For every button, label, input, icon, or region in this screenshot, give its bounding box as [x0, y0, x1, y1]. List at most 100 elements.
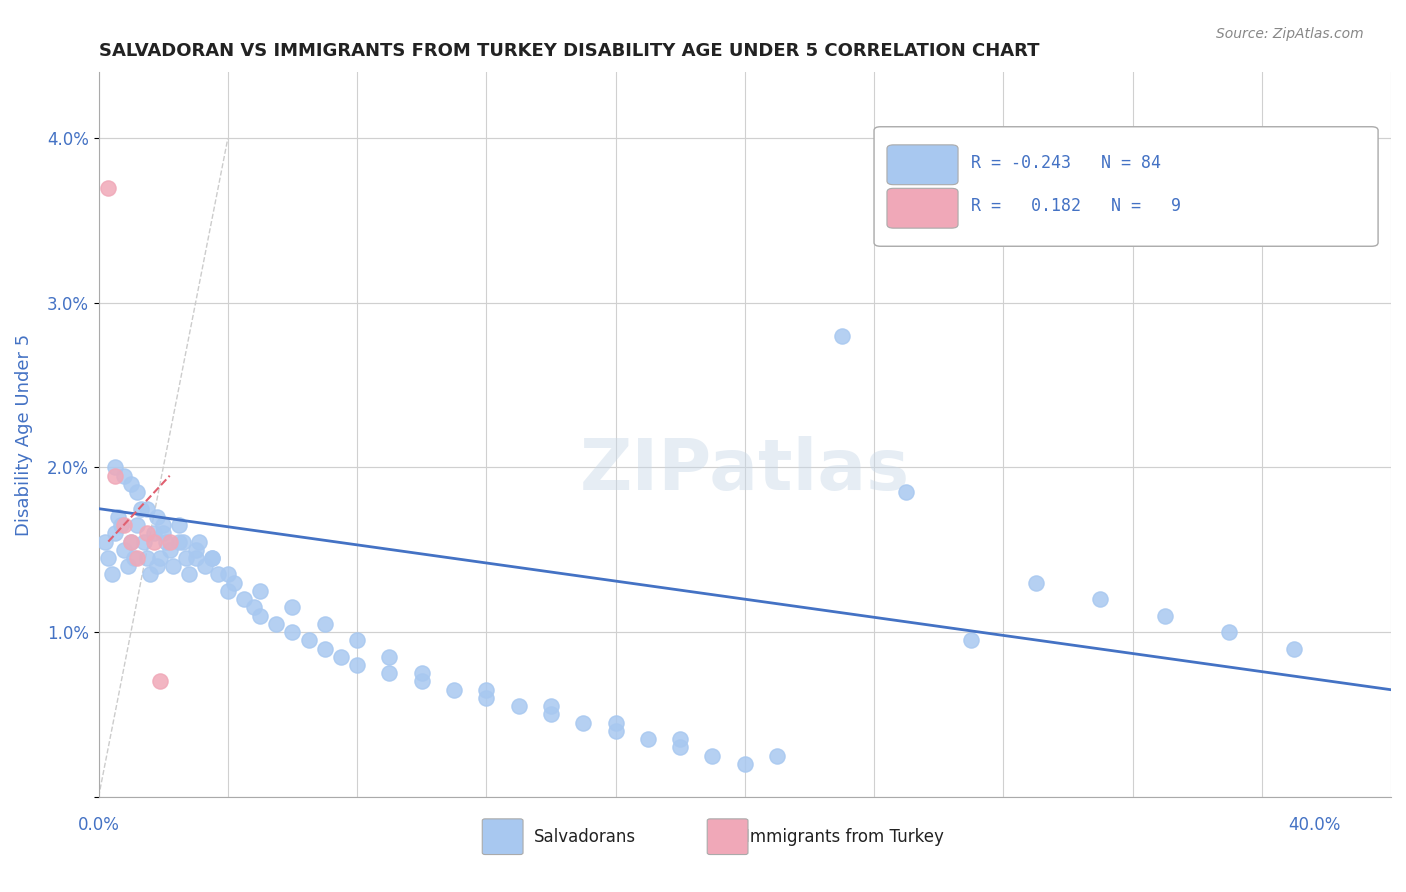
Point — [207, 567, 229, 582]
Point — [136, 551, 159, 566]
Point — [217, 567, 239, 582]
Point — [94, 534, 117, 549]
Point — [201, 551, 224, 566]
Point — [314, 616, 336, 631]
Point — [139, 567, 162, 582]
Point — [242, 600, 264, 615]
Point — [329, 649, 352, 664]
Point — [127, 518, 149, 533]
Point — [540, 707, 562, 722]
Text: Immigrants from Turkey: Immigrants from Turkey — [745, 828, 943, 846]
Point — [266, 616, 288, 631]
Point — [127, 485, 149, 500]
Point — [104, 526, 127, 541]
Point — [114, 518, 136, 533]
Text: SALVADORAN VS IMMIGRANTS FROM TURKEY DISABILITY AGE UNDER 5 CORRELATION CHART: SALVADORAN VS IMMIGRANTS FROM TURKEY DIS… — [98, 42, 1039, 60]
Point — [605, 715, 627, 730]
Point — [129, 501, 152, 516]
Point — [233, 592, 256, 607]
Point — [132, 534, 155, 549]
Point — [169, 518, 191, 533]
Point — [734, 756, 756, 771]
Point — [110, 518, 132, 533]
Point — [572, 715, 595, 730]
Point — [159, 534, 181, 549]
Point — [114, 542, 136, 557]
Point — [97, 551, 120, 566]
Point — [314, 641, 336, 656]
FancyBboxPatch shape — [887, 188, 957, 228]
FancyBboxPatch shape — [887, 145, 957, 185]
Point — [100, 567, 122, 582]
Point — [201, 551, 224, 566]
Text: ZIPatlas: ZIPatlas — [579, 436, 910, 505]
Point — [117, 559, 139, 574]
Point — [145, 559, 167, 574]
Point — [184, 542, 207, 557]
Point — [142, 526, 165, 541]
Point — [155, 534, 177, 549]
Point — [346, 658, 368, 673]
Point — [960, 633, 983, 648]
Point — [1025, 575, 1047, 590]
Point — [249, 608, 271, 623]
Point — [475, 690, 498, 705]
Point — [159, 542, 181, 557]
Point — [224, 575, 246, 590]
Point — [637, 732, 659, 747]
Point — [378, 649, 401, 664]
Point — [120, 534, 142, 549]
Point — [766, 748, 789, 763]
Text: Salvadorans: Salvadorans — [534, 828, 637, 846]
Point — [217, 584, 239, 599]
Text: R =   0.182   N =   9: R = 0.182 N = 9 — [972, 197, 1181, 216]
Point — [104, 468, 127, 483]
Point — [97, 180, 120, 194]
Point — [122, 551, 145, 566]
Point — [669, 740, 692, 755]
Point — [1282, 641, 1305, 656]
Point — [120, 534, 142, 549]
Point — [605, 723, 627, 738]
Point — [120, 477, 142, 491]
Point — [107, 509, 129, 524]
Point — [443, 682, 465, 697]
Point — [896, 485, 918, 500]
Point — [1090, 592, 1112, 607]
Text: Source: ZipAtlas.com: Source: ZipAtlas.com — [1216, 27, 1364, 41]
Point — [142, 534, 165, 549]
Point — [114, 468, 136, 483]
Point — [104, 460, 127, 475]
Point — [149, 551, 172, 566]
Point — [1218, 625, 1240, 640]
Point — [136, 526, 159, 541]
Point — [149, 674, 172, 689]
Point — [508, 699, 530, 714]
Point — [152, 526, 174, 541]
Point — [249, 584, 271, 599]
Point — [136, 501, 159, 516]
Text: 40.0%: 40.0% — [1288, 816, 1341, 834]
Point — [281, 600, 304, 615]
Point — [177, 567, 200, 582]
Point — [127, 551, 149, 566]
Point — [411, 666, 433, 681]
Point — [174, 551, 197, 566]
Point — [540, 699, 562, 714]
Point — [475, 682, 498, 697]
Point — [378, 666, 401, 681]
Point — [831, 328, 853, 343]
Text: R = -0.243   N = 84: R = -0.243 N = 84 — [972, 154, 1161, 172]
Point — [702, 748, 724, 763]
Point — [187, 534, 209, 549]
Point — [172, 534, 194, 549]
Point — [184, 551, 207, 566]
Point — [162, 559, 184, 574]
Point — [152, 518, 174, 533]
FancyBboxPatch shape — [875, 127, 1378, 246]
Point — [194, 559, 217, 574]
Point — [411, 674, 433, 689]
Y-axis label: Disability Age Under 5: Disability Age Under 5 — [15, 334, 32, 536]
Text: 0.0%: 0.0% — [77, 816, 120, 834]
Point — [281, 625, 304, 640]
